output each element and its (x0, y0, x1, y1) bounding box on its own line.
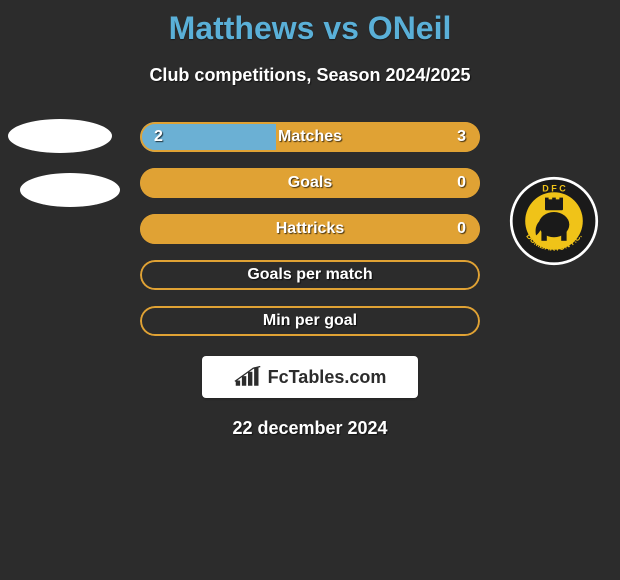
comparison-chart: Matches23 Goals0 Hattricks0 Goals per match… (140, 122, 480, 336)
stat-bar-label: Min per goal (140, 312, 480, 330)
page-title: Matthews vs ONeil (0, 0, 620, 47)
snapshot-date: 22 december 2024 (0, 418, 620, 439)
stat-bar-right-fill (140, 214, 480, 244)
stat-bar: Goals per match (140, 260, 480, 290)
fctables-brand-text: FcTables.com (268, 367, 387, 388)
player-left-avatar-placeholder-2 (20, 173, 120, 207)
stat-bar-left-fill (140, 122, 276, 152)
stat-bar-outline (140, 260, 480, 290)
stat-bar-right-fill (140, 168, 480, 198)
player-right-club-crest: D F C DUMBARTON F.C. (509, 176, 599, 266)
page-subtitle: Club competitions, Season 2024/2025 (0, 65, 620, 86)
stat-bar: Matches23 (140, 122, 480, 152)
stat-bar: Goals0 (140, 168, 480, 198)
stat-bar-right-fill (276, 122, 480, 152)
fctables-logo-icon (234, 366, 262, 388)
stat-bar-outline (140, 306, 480, 336)
player-left-avatar-placeholder-1 (8, 119, 112, 153)
stat-bar: Min per goal (140, 306, 480, 336)
crest-text-top: D F C (542, 183, 566, 193)
stat-bar: Hattricks0 (140, 214, 480, 244)
fctables-badge: FcTables.com (202, 356, 418, 398)
stat-bar-label: Goals per match (140, 266, 480, 284)
